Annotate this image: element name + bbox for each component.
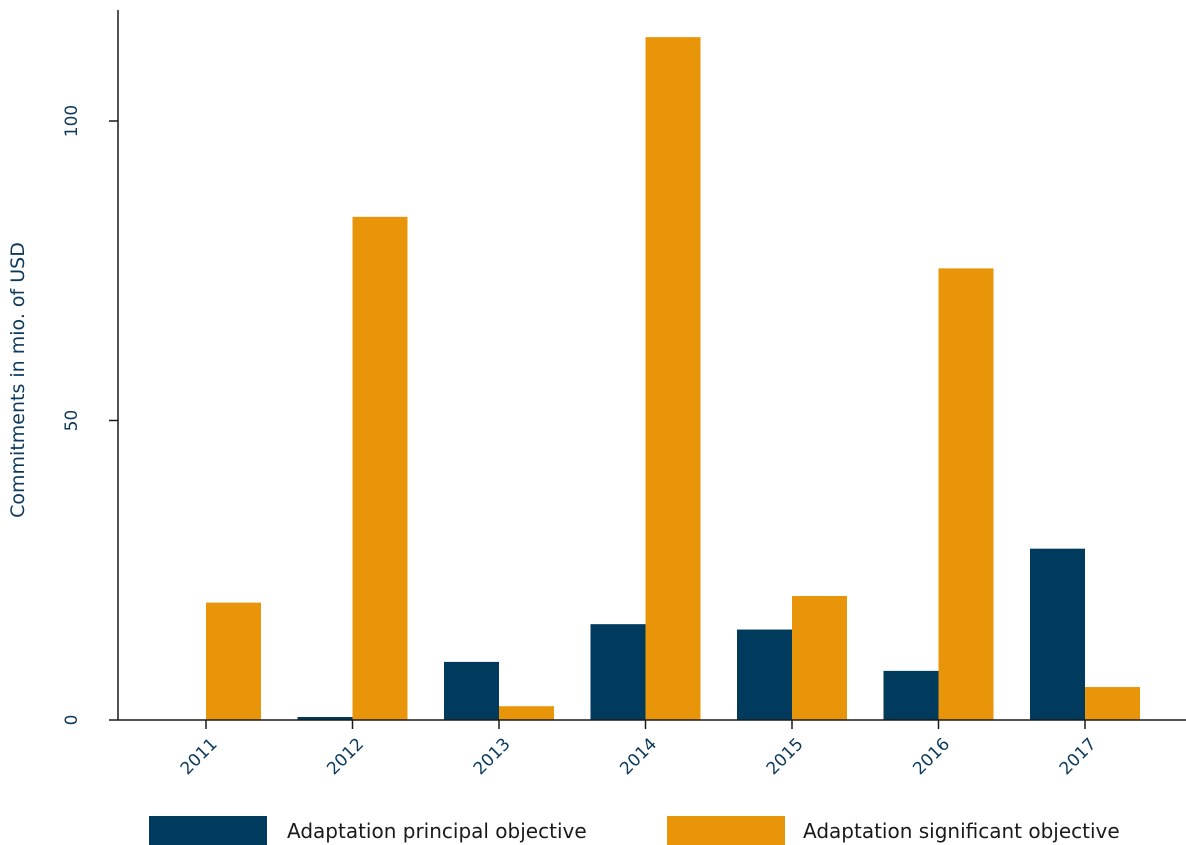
x-tick-label-2015: 2015 bbox=[763, 734, 808, 779]
x-tick-label-2014: 2014 bbox=[616, 734, 661, 779]
legend-label-significant: Adaptation significant objective bbox=[803, 819, 1120, 843]
bar-significant-2017 bbox=[1085, 687, 1140, 720]
legend: Adaptation principal objective Adaptation… bbox=[149, 816, 1120, 845]
legend-label-principal: Adaptation principal objective bbox=[287, 819, 587, 843]
bar-principal-2014 bbox=[590, 624, 646, 720]
x-tick-label-2011: 2011 bbox=[177, 734, 222, 779]
bars-group bbox=[206, 37, 1140, 720]
y-tick-label-0: 0 bbox=[62, 715, 82, 726]
bar-significant-2011 bbox=[206, 602, 261, 720]
bar-significant-2015 bbox=[792, 596, 847, 720]
bar-principal-2012 bbox=[297, 717, 353, 720]
x-tick-label-2012: 2012 bbox=[323, 734, 368, 779]
x-tick-label-2017: 2017 bbox=[1056, 734, 1101, 779]
bar-principal-2017 bbox=[1030, 548, 1085, 720]
x-tick-label-2013: 2013 bbox=[470, 734, 515, 779]
y-tick-label-100: 100 bbox=[62, 105, 82, 137]
y-ticks-group: 0 50 100 bbox=[62, 105, 118, 726]
bar-significant-2014 bbox=[645, 37, 701, 720]
bar-significant-2012 bbox=[352, 216, 408, 720]
bar-significant-2016 bbox=[938, 268, 994, 720]
bar-principal-2015 bbox=[737, 629, 792, 720]
x-ticks-group: 2011 2012 2013 2014 2015 2016 2017 bbox=[177, 720, 1101, 779]
bar-significant-2013 bbox=[499, 706, 554, 720]
legend-swatch-significant bbox=[667, 816, 785, 845]
bar-principal-2016 bbox=[883, 670, 939, 720]
x-tick-label-2016: 2016 bbox=[909, 734, 954, 779]
legend-swatch-principal bbox=[149, 816, 267, 845]
y-axis-title: Commitments in mio. of USD bbox=[7, 242, 29, 518]
bar-principal-2013 bbox=[444, 661, 499, 720]
y-tick-label-50: 50 bbox=[62, 410, 82, 432]
